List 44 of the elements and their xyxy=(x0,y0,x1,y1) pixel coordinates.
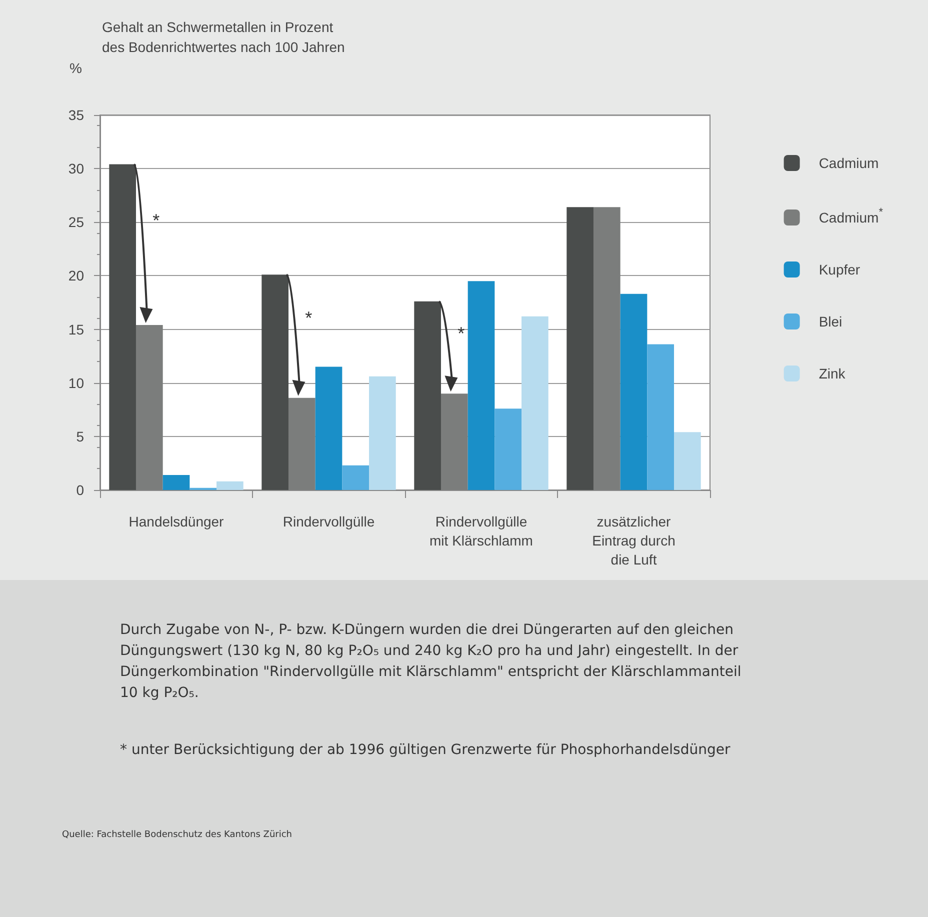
legend-label: Cadmium* xyxy=(818,206,884,226)
y-tick-label: 35 xyxy=(68,107,84,123)
y-tick-label: 0 xyxy=(76,482,84,498)
bar xyxy=(593,207,620,490)
legend-label: Kupfer xyxy=(818,262,860,278)
bar xyxy=(440,394,468,490)
y-tick-label: 30 xyxy=(68,160,84,177)
bar xyxy=(566,207,594,490)
x-tick-label: Handelsdünger xyxy=(128,514,224,530)
bar xyxy=(620,294,648,490)
y-tick-label: 25 xyxy=(68,214,84,230)
legend-label: Zink xyxy=(818,366,846,382)
bar xyxy=(522,316,548,490)
y-tick-label: 15 xyxy=(68,321,84,338)
legend-label: Cadmium xyxy=(818,155,879,171)
y-tick-label: 10 xyxy=(68,374,84,391)
x-tick-label: zusätzlicher Eintrag durch die Luft xyxy=(592,514,676,568)
x-tick-label: Rindervollgülle mit Klärschlamm xyxy=(430,514,533,548)
y-axis-title: % xyxy=(70,60,82,76)
bar xyxy=(216,481,244,490)
bar xyxy=(342,465,370,490)
chart-title: Gehalt an Schwermetallen in Prozent des Bodenrichtwertes nach 100 Jahren xyxy=(102,19,345,55)
bar xyxy=(468,281,495,490)
bar xyxy=(369,376,396,490)
text: Durch Zugabe von N-, P- bzw. K-Düngern wurden die drei Düngerarten auf den gleichen Düngungswert (130 kg N, 80 kg P₂O₅ und 240 kg K₂O pro ha und Jahr) eingestellt. In der Düngerkombination "Rindervollgülle mit Klärschlamm" entspricht der Klärschlammanteil 10 kg P₂O₅. xyxy=(120,621,742,703)
bar xyxy=(109,164,136,490)
bar xyxy=(414,301,441,490)
annotation: * xyxy=(305,308,312,328)
legend-label: Blei xyxy=(818,314,842,330)
bar xyxy=(647,344,674,490)
source-note: Quelle: Fachstelle Bodenschutz des Kantons Zürich xyxy=(62,829,293,842)
y-tick-label: 20 xyxy=(68,268,84,284)
y-tick-label: 5 xyxy=(76,428,84,444)
bar xyxy=(162,475,190,490)
bar xyxy=(674,432,701,490)
annotation: * xyxy=(152,210,160,231)
bar xyxy=(494,408,522,490)
bar xyxy=(315,366,342,490)
x-tick-label: Rindervollgülle xyxy=(282,514,375,530)
text: * unter Berücksichtigung der ab 1996 gültigen Grenzwerte für Phosphorhandelsdünger xyxy=(120,741,732,760)
bar xyxy=(288,398,316,490)
annotation: * xyxy=(458,324,465,344)
bar xyxy=(136,325,163,490)
bar xyxy=(262,274,288,490)
